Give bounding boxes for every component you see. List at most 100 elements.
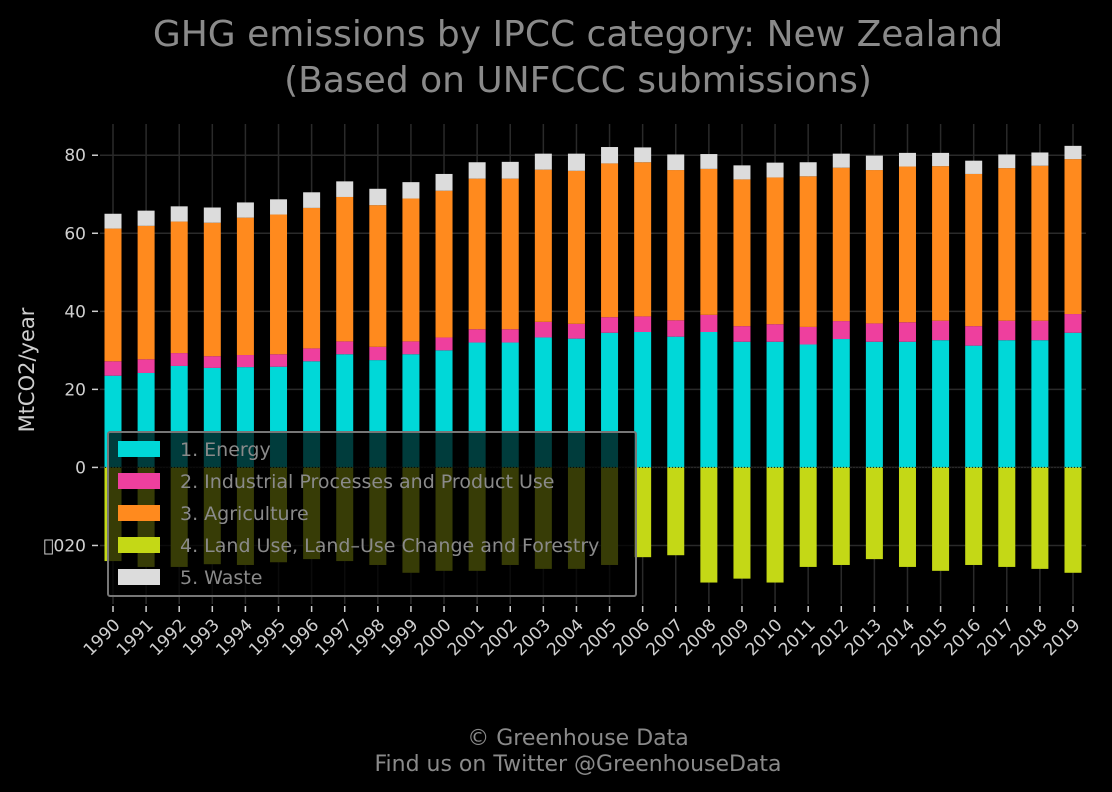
- legend-box: [107, 431, 637, 597]
- bar-segment: [832, 167, 850, 322]
- y-axis-label: MtCO2/year: [15, 307, 39, 432]
- bar-segment: [270, 354, 288, 367]
- bar-segment: [170, 353, 188, 366]
- legend-swatch: [118, 473, 160, 489]
- x-tick-label: 2010: [742, 615, 787, 660]
- bar-segment: [733, 341, 751, 468]
- bar-segment: [336, 181, 354, 197]
- bar-segment: [104, 228, 122, 362]
- bar-segment: [965, 467, 983, 565]
- bar-segment: [932, 467, 950, 571]
- bar-segment: [766, 324, 784, 342]
- bar-segment: [700, 332, 718, 468]
- x-tick-label: 2005: [576, 615, 621, 660]
- bar-segment: [799, 344, 817, 468]
- x-tick-label: 2019: [1040, 615, 1085, 660]
- bar-segment: [567, 153, 585, 171]
- legend-label: 3. Agriculture: [180, 503, 309, 525]
- x-tick-label: 1998: [345, 615, 390, 660]
- bar-segment: [601, 317, 619, 333]
- bar-segment: [1031, 165, 1049, 321]
- bar-segment: [998, 154, 1016, 169]
- x-tick-label: 2004: [543, 615, 588, 660]
- x-tick-label: 2018: [1007, 615, 1052, 660]
- legend-swatch: [118, 569, 160, 585]
- bar-segment: [336, 196, 354, 342]
- bar-segment: [402, 198, 420, 342]
- bar-segment: [501, 178, 519, 330]
- bar-segment: [270, 199, 288, 215]
- bar-segment: [965, 173, 983, 327]
- bar-segment: [1064, 159, 1082, 315]
- bar-segment: [799, 326, 817, 345]
- bar-segment: [236, 202, 254, 218]
- x-tick-label: 2015: [907, 615, 952, 660]
- x-tick-label: 2003: [510, 615, 555, 660]
- bar-segment: [137, 225, 155, 360]
- x-tick-label: 2013: [841, 615, 886, 660]
- bar-segment: [832, 153, 850, 168]
- bar-segment: [932, 340, 950, 468]
- footer-twitter: Find us on Twitter @GreenhouseData: [374, 752, 781, 777]
- bar-segment: [534, 153, 552, 170]
- bar-segment: [733, 326, 751, 342]
- legend-label: 1. Energy: [180, 439, 271, 461]
- bar-segment: [634, 467, 652, 558]
- x-tick-label: 1997: [312, 615, 357, 660]
- bar-segment: [898, 152, 916, 167]
- bar-segment: [1064, 314, 1082, 333]
- bar-segment: [700, 314, 718, 332]
- bar-segment: [667, 336, 685, 468]
- bar-segment: [203, 356, 221, 368]
- bar-segment: [865, 155, 883, 171]
- bar-segment: [766, 341, 784, 468]
- x-tick-label: 1996: [278, 615, 323, 660]
- x-tick-label: 2007: [643, 615, 688, 660]
- bar-segment: [832, 339, 850, 468]
- x-tick-label: 2009: [709, 615, 754, 660]
- bar-segment: [733, 467, 751, 579]
- bar-segment: [203, 222, 221, 357]
- bar-segment: [104, 361, 122, 376]
- bar-segment: [1031, 320, 1049, 341]
- x-tick-label: 1991: [113, 615, 158, 660]
- x-tick-labels: 1990199119921993199419951996199719981999…: [80, 606, 1085, 660]
- y-tick-label:  020: [43, 536, 86, 556]
- bar-segment: [369, 205, 387, 347]
- bar-segment: [303, 192, 321, 208]
- bar-segment: [567, 170, 585, 324]
- legend-swatch: [118, 505, 160, 521]
- bar-segment: [998, 467, 1016, 567]
- bar-segment: [435, 190, 453, 338]
- bar-segment: [270, 214, 288, 355]
- bar-segment: [1031, 152, 1049, 166]
- bar-segment: [601, 147, 619, 164]
- x-tick-label: 1990: [80, 615, 125, 660]
- bar-segment: [799, 162, 817, 177]
- bar-segment: [799, 176, 817, 327]
- y-tick-label: 80: [64, 146, 86, 166]
- bar-segment: [766, 162, 784, 178]
- y-tick-label: 0: [75, 458, 86, 478]
- bar-segment: [667, 170, 685, 321]
- bar-segment: [733, 179, 751, 327]
- bar-segment: [634, 147, 652, 163]
- bar-segment: [998, 340, 1016, 468]
- x-tick-label: 1994: [212, 615, 257, 660]
- bar-segment: [601, 163, 619, 318]
- bar-segment: [799, 467, 817, 567]
- bar-segment: [667, 320, 685, 337]
- bar-segment: [468, 162, 486, 179]
- y-tick-label: 40: [64, 302, 86, 322]
- bar-segment: [170, 206, 188, 222]
- x-tick-label: 1992: [146, 615, 191, 660]
- bar-segment: [832, 321, 850, 340]
- x-tick-label: 2012: [808, 615, 853, 660]
- bar-segment: [865, 170, 883, 324]
- footer-copyright: © Greenhouse Data: [467, 726, 688, 751]
- bar-segment: [932, 166, 950, 321]
- bar-segment: [336, 341, 354, 355]
- bar-segment: [766, 467, 784, 583]
- bar-segment: [303, 207, 321, 349]
- bar-segment: [369, 188, 387, 206]
